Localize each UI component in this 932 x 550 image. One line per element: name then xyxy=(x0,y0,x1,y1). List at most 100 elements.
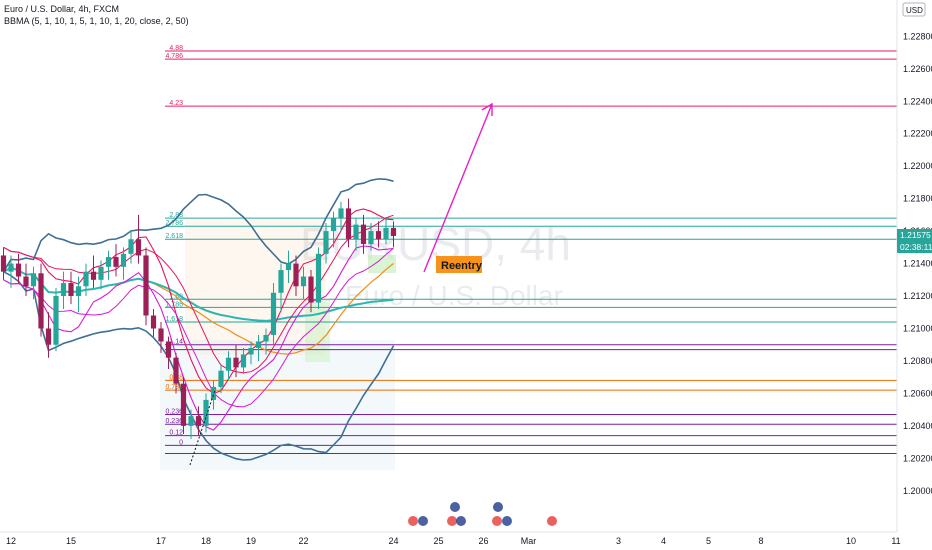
candle-body xyxy=(278,270,284,293)
price-tick-label: 1.21000 xyxy=(903,323,932,333)
candle-body xyxy=(293,263,299,287)
price-tick-label: 1.20200 xyxy=(903,453,932,463)
time-tick-label: 22 xyxy=(298,536,308,546)
candle-body xyxy=(15,263,22,277)
candle-body xyxy=(315,253,322,303)
candle-body xyxy=(105,257,112,267)
price-tick-label: 1.22800 xyxy=(903,31,932,41)
candle-body xyxy=(150,315,157,329)
candle-body xyxy=(113,257,119,267)
event-flag-icon[interactable] xyxy=(456,516,466,526)
event-flag-icon[interactable] xyxy=(418,516,428,526)
candle-body xyxy=(225,357,232,371)
price-tick-label: 1.20400 xyxy=(903,421,932,431)
candle-body xyxy=(75,286,82,297)
candle-body xyxy=(173,357,179,384)
time-tick-label: 17 xyxy=(156,536,166,546)
fib-level-label: 0.786 xyxy=(165,384,183,391)
candle-body xyxy=(0,255,7,272)
currency-box xyxy=(902,2,926,17)
reentry-badge xyxy=(436,256,482,273)
economic-events[interactable] xyxy=(408,502,557,526)
candle-body xyxy=(165,341,172,358)
event-flag-icon[interactable] xyxy=(547,516,557,526)
time-tick-label: 19 xyxy=(246,536,256,546)
price-tick-label: 1.22600 xyxy=(903,64,932,74)
candle-body xyxy=(210,386,217,400)
currency-label: USD xyxy=(906,6,923,15)
candle-body xyxy=(158,328,164,342)
demand-zone xyxy=(305,300,330,362)
candle-body xyxy=(180,383,187,426)
candle-body xyxy=(30,273,37,287)
time-tick-label: 24 xyxy=(388,536,398,546)
time-tick-label: 5 xyxy=(706,536,711,546)
fib-levels: 4.884.7864.232.882.7862.6181.881.7861.61… xyxy=(165,45,897,454)
last-price: 1.21575 xyxy=(900,230,931,240)
last-price-badge xyxy=(897,229,932,253)
time-tick-label: 26 xyxy=(478,536,488,546)
candle-body xyxy=(368,231,374,245)
fib-level-label: 2.618 xyxy=(165,233,183,240)
candle-body xyxy=(135,239,142,256)
candle-body xyxy=(195,416,202,426)
time-tick-label: 3 xyxy=(616,536,621,546)
arrow-head xyxy=(481,102,493,116)
candle-body xyxy=(360,224,367,245)
event-flag-icon[interactable] xyxy=(502,516,512,526)
price-axis[interactable]: 1.22800 1.22600 1.22400 1.22200 1.22000 1.218… xyxy=(903,31,932,495)
candle-body xyxy=(143,255,149,316)
candle-body xyxy=(45,328,52,345)
bb-upper-line xyxy=(2,178,394,273)
fib-level-label: 4.23 xyxy=(169,100,183,107)
time-tick-label: 4 xyxy=(661,536,666,546)
candle-body xyxy=(323,231,329,254)
time-tick-label: Mar xyxy=(521,536,537,546)
event-flag-icon[interactable] xyxy=(492,516,502,526)
projection-arrow xyxy=(423,103,493,273)
event-flag-icon[interactable] xyxy=(450,502,460,512)
reentry-label: Reentry xyxy=(441,260,483,272)
price-tick-label: 1.20600 xyxy=(903,388,932,398)
candle-body xyxy=(270,292,277,335)
candle-body xyxy=(255,341,262,348)
event-flag-icon[interactable] xyxy=(408,516,418,526)
fib-level-label: 1.14 xyxy=(169,339,183,346)
candle-body xyxy=(353,224,359,240)
fib-level-label: 4.88 xyxy=(169,45,183,52)
fib-level-label: 4.786 xyxy=(165,53,183,60)
time-tick-label: 10 xyxy=(846,536,856,546)
candle-body xyxy=(285,263,292,271)
candle-body xyxy=(390,227,397,236)
price-tick-label: 1.22200 xyxy=(903,129,932,139)
candlesticks xyxy=(0,198,397,439)
ma-low-10-line xyxy=(3,247,394,408)
candle-body xyxy=(383,227,389,240)
candle-body xyxy=(128,239,134,254)
indicator-label: BBMA (5, 1, 10, 1, 5, 1, 10, 1, 20, clos… xyxy=(4,16,189,26)
time-axis[interactable]: 12 15 17 18 19 22 24 25 26 Mar 3 4 5 8 10 11 xyxy=(6,536,901,546)
candle-body xyxy=(338,208,344,219)
candle-body xyxy=(90,271,97,280)
event-flag-icon[interactable] xyxy=(493,502,503,512)
candle-body xyxy=(38,273,44,329)
fib-level-label: 0.236 xyxy=(165,409,183,416)
candle-body xyxy=(98,266,104,280)
time-tick-label: 8 xyxy=(758,536,763,546)
price-tick-label: 1.21400 xyxy=(903,259,932,269)
price-tick-label: 1.20000 xyxy=(903,486,932,496)
event-flag-icon[interactable] xyxy=(447,516,457,526)
price-tick-label: 1.22000 xyxy=(903,161,932,171)
candle-body xyxy=(248,347,254,355)
candle-body xyxy=(188,416,194,426)
bb-zone-lower xyxy=(160,340,395,470)
candle-body xyxy=(68,283,74,297)
fib-level-label: 0.236 xyxy=(165,418,183,425)
candle-body xyxy=(218,370,224,387)
price-tick-label: 1.20800 xyxy=(903,356,932,366)
price-tick-label: 1.21200 xyxy=(903,291,932,301)
candle-body xyxy=(8,263,14,272)
fib-level-label: 1.618 xyxy=(165,316,183,323)
price-tick-label: 1.22400 xyxy=(903,96,932,106)
